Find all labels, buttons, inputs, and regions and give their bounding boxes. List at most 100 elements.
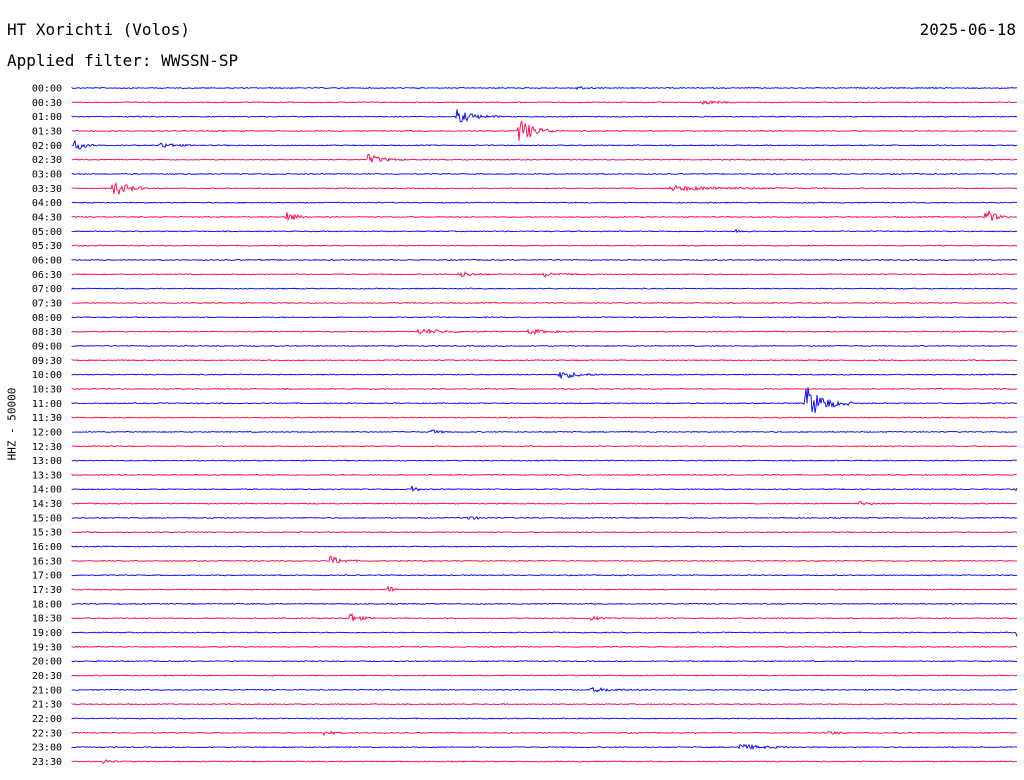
trace-line [71,674,1018,677]
trace-line [71,172,1018,176]
trace-line [71,99,1018,106]
trace-line [71,209,1018,222]
time-tick-label: 01:30 [32,126,62,137]
trace-line [71,387,1018,413]
time-tick-label: 17:00 [32,571,62,582]
time-tick-label: 13:30 [32,470,62,481]
trace-line [71,612,1018,622]
time-tick-label: 10:00 [32,370,62,381]
time-tick-label: 15:00 [32,513,62,524]
time-tick-label: 06:00 [32,255,62,266]
time-tick-label: 11:30 [32,413,62,424]
trace-line [71,120,1018,141]
time-tick-label: 00:00 [32,84,62,95]
time-tick-label: 19:00 [32,628,62,639]
time-tick-label: 17:30 [32,585,62,596]
trace-line [71,645,1018,648]
time-tick-label: 04:30 [32,212,62,223]
trace-line [71,371,1018,379]
time-tick-label: 12:30 [32,442,62,453]
time-tick-label: 05:00 [32,227,62,238]
time-tick-label: 03:00 [32,169,62,180]
time-tick-label: 10:30 [32,384,62,395]
time-tick-label: 18:00 [32,599,62,610]
station-title: HT Xorichti (Volos) [7,20,191,39]
time-tick-label: 12:00 [32,427,62,438]
time-tick-label: 00:30 [32,98,62,109]
trace-line [71,473,1018,477]
trace-line [71,271,1018,278]
trace-line [71,730,1018,737]
trace-line [71,416,1018,419]
time-tick-label: 21:30 [32,700,62,711]
trace-line [71,545,1018,548]
trace-line [71,328,1018,335]
time-tick-label: 09:00 [32,341,62,352]
time-tick-label: 09:30 [32,356,62,367]
trace-line [71,602,1018,606]
trace-line [71,686,1018,693]
time-tick-label: 19:30 [32,642,62,653]
time-tick-label: 14:30 [32,499,62,510]
time-tick-label: 06:30 [32,270,62,281]
time-tick-label: 04:00 [32,198,62,209]
date-label: 2025-06-18 [919,20,1016,39]
trace-line [71,344,1018,348]
trace-line [71,85,1018,91]
trace-line [71,574,1018,577]
trace-line [71,181,1018,195]
trace-line [71,359,1018,362]
trace-line [71,531,1018,534]
time-tick-label: 20:00 [32,657,62,668]
trace-line [71,702,1018,706]
time-tick-label: 11:00 [32,399,62,410]
trace-line [71,459,1018,462]
time-tick-label: 15:30 [32,528,62,539]
time-tick-label: 07:00 [32,284,62,295]
trace-line [71,743,1018,751]
trace-line [71,485,1018,493]
time-tick-label: 18:30 [32,614,62,625]
time-tick-label: 08:30 [32,327,62,338]
trace-line [71,244,1018,247]
trace-line [71,660,1018,663]
time-tick-label: 14:00 [32,485,62,496]
time-tick-label: 23:00 [32,743,62,754]
time-tick-label: 23:30 [32,757,62,768]
trace-line [71,109,1018,123]
trace-line [71,387,1018,391]
time-tick-label: 07:30 [32,298,62,309]
trace-line [71,139,1018,150]
time-tick-label: 22:30 [32,728,62,739]
trace-line [71,228,1018,234]
trace-line [71,759,1018,764]
trace-line [71,555,1018,564]
time-tick-label: 21:00 [32,685,62,696]
time-tick-label: 13:00 [32,456,62,467]
time-tick-label: 01:00 [32,112,62,123]
trace-line [71,631,1018,637]
trace-line [71,516,1018,520]
time-tick-label: 22:00 [32,714,62,725]
trace-line [71,258,1018,262]
trace-line [71,445,1018,448]
time-tick-label: 02:30 [32,155,62,166]
time-tick-label: 16:30 [32,556,62,567]
trace-line [71,500,1018,506]
trace-line [71,585,1018,592]
trace-line [71,301,1018,305]
time-tick-label: 20:30 [32,671,62,682]
trace-line [71,153,1018,163]
trace-line [71,201,1018,204]
time-tick-label: 16:00 [32,542,62,553]
trace-line [71,429,1018,434]
time-tick-label: 02:00 [32,141,62,152]
time-tick-label: 08:00 [32,313,62,324]
trace-line [71,316,1018,319]
time-tick-label: 05:30 [32,241,62,252]
time-tick-label: 03:30 [32,184,62,195]
trace-line [71,717,1018,720]
trace-line [71,287,1018,291]
filter-label: Applied filter: WWSSN-SP [7,51,239,70]
